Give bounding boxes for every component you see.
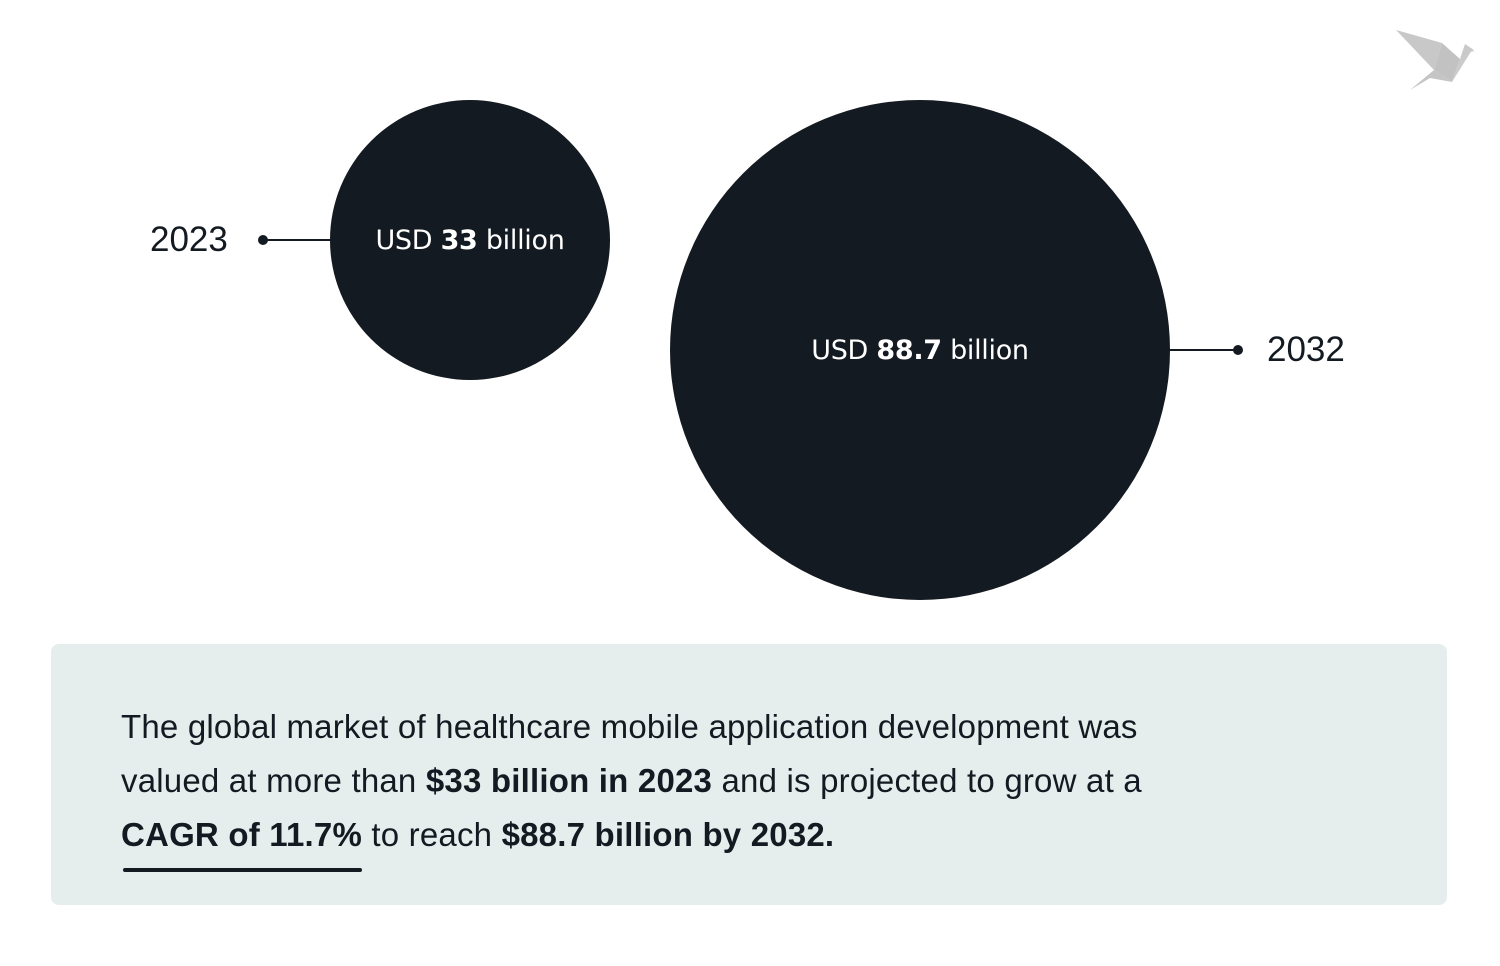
text: and is projected to grow at a: [712, 762, 1142, 799]
bubble-value: 88.7: [876, 334, 942, 366]
bubble-label-2023: USD 33 billion: [375, 225, 564, 256]
highlight-cagr: CAGR of 11.7%: [121, 808, 362, 872]
connector-dot-2032: [1233, 345, 1243, 355]
origami-bird-logo-icon: [1396, 30, 1474, 90]
year-label-2032: 2032: [1267, 330, 1345, 369]
year-label-2023: 2023: [150, 220, 228, 259]
summary-line-3: CAGR of 11.7% to reach $88.7 billion by …: [121, 808, 1142, 872]
bubble-label-2032: USD 88.7 billion: [811, 335, 1029, 366]
summary-line-1: The global market of healthcare mobile a…: [121, 700, 1142, 754]
text: The global market of healthcare mobile a…: [121, 708, 1138, 745]
text: valued at more than: [121, 762, 426, 799]
connector-line-2023: [263, 239, 333, 241]
bubble-label-prefix: USD: [811, 334, 869, 366]
summary-line-2: valued at more than $33 billion in 2023 …: [121, 754, 1142, 808]
bubble-value: 33: [440, 224, 478, 256]
text: to reach: [362, 816, 502, 853]
highlight-2032-value: $88.7 billion by 2032.: [501, 816, 835, 853]
bubble-label-prefix: USD: [375, 224, 433, 256]
summary-text: The global market of healthcare mobile a…: [121, 700, 1142, 872]
bubble-label-suffix: billion: [950, 334, 1029, 366]
highlight-2023-value: $33 billion in 2023: [425, 762, 713, 799]
connector-line-2032: [1168, 349, 1238, 351]
bubble-2023: USD 33 billion: [330, 100, 610, 380]
bubble-2032: USD 88.7 billion: [670, 100, 1170, 600]
bubble-label-suffix: billion: [485, 224, 565, 256]
summary-panel: [51, 644, 1447, 905]
